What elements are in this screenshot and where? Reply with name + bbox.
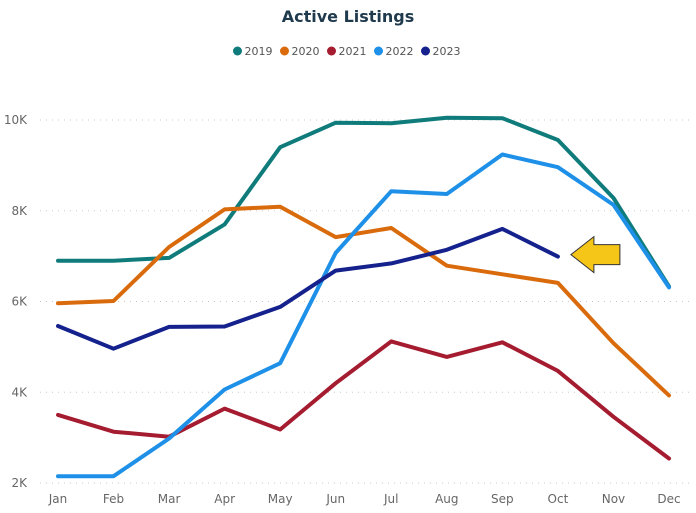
y-tick-label: 10K	[4, 113, 28, 127]
x-tick-label: Dec	[657, 492, 680, 506]
legend-item-2020[interactable]: 2020	[280, 45, 320, 58]
y-tick-label: 4K	[11, 385, 28, 399]
yellow-arrow-icon	[570, 235, 621, 274]
x-tick-label: Mar	[158, 492, 181, 506]
legend-marker	[327, 46, 336, 56]
gridlines	[40, 119, 690, 484]
x-tick-label: Oct	[548, 492, 569, 506]
legend-label: 2021	[339, 45, 367, 58]
x-tick-label: Jun	[325, 492, 345, 506]
series-lines	[56, 115, 671, 479]
chart-title: Active Listings	[282, 7, 415, 26]
series-line-2022	[56, 152, 671, 479]
legend-label: 2019	[245, 45, 273, 58]
legend-item-2022[interactable]: 2022	[374, 45, 414, 58]
y-tick-label: 8K	[11, 204, 28, 218]
series-line-2019	[56, 115, 671, 289]
legend-item-2021[interactable]: 2021	[327, 45, 367, 58]
legend-marker	[374, 46, 383, 56]
x-tick-label: Jul	[383, 492, 398, 506]
series-line-2021	[56, 339, 671, 461]
legend-item-2023[interactable]: 2023	[421, 45, 461, 58]
legend-item-2019[interactable]: 2019	[233, 45, 273, 58]
series-line-2020	[56, 204, 671, 398]
legend-marker	[280, 46, 289, 56]
x-tick-label: May	[268, 492, 293, 506]
legend-label: 2022	[386, 45, 414, 58]
x-tick-label: Sep	[491, 492, 514, 506]
y-tick-label: 6K	[11, 295, 28, 309]
series-line-2023	[56, 226, 560, 351]
legend-label: 2020	[292, 45, 320, 58]
x-tick-label: Feb	[103, 492, 124, 506]
legend: 2019 2020 2021 2022 2023	[233, 45, 461, 58]
x-tick-label: Jan	[48, 492, 68, 506]
x-tick-label: Apr	[214, 492, 235, 506]
x-axis: Jan Feb Mar Apr May Jun Jul Aug Sep Oct Nov Dec	[48, 492, 681, 506]
legend-marker	[233, 46, 242, 56]
annotation	[570, 235, 621, 274]
x-tick-label: Nov	[602, 492, 625, 506]
legend-label: 2023	[433, 45, 461, 58]
x-tick-label: Aug	[435, 492, 458, 506]
y-tick-label: 2K	[11, 476, 28, 490]
y-axis: 2K 4K 6K 8K 10K	[4, 113, 28, 490]
legend-marker	[421, 46, 430, 56]
